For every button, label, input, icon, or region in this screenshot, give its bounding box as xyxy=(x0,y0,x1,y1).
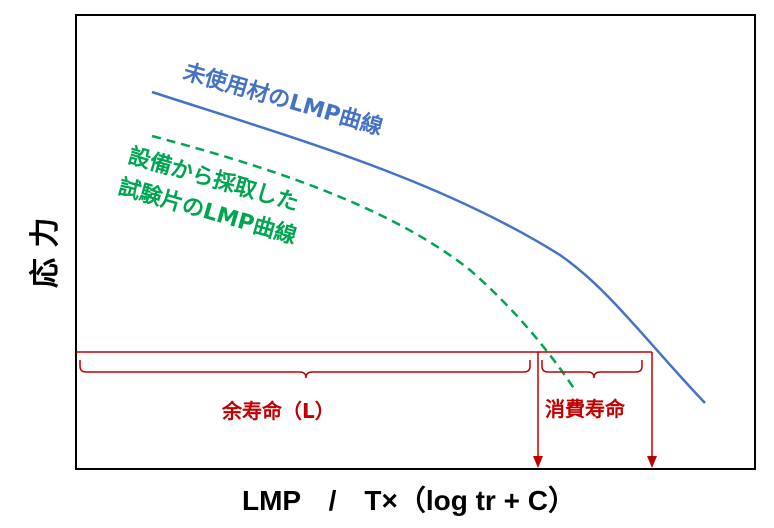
arrow-head-remaining xyxy=(533,456,543,468)
label-curve-unused: 未使用材のLMP曲線 xyxy=(180,59,385,141)
curve-unused-material xyxy=(151,90,706,404)
label-consumed-life: 消費寿命 xyxy=(545,397,626,421)
label-remaining-life: 余寿命（L） xyxy=(221,399,335,423)
curve-sampled-specimen xyxy=(151,134,577,391)
brace-remaining-life xyxy=(79,360,531,379)
y-axis-label: 応 力 xyxy=(28,218,63,288)
x-axis-label: LMP / T×（log tr + C） xyxy=(242,484,576,516)
brace-consumed-life xyxy=(541,360,643,379)
arrow-head-total xyxy=(647,456,657,468)
plot-frame xyxy=(75,14,756,470)
